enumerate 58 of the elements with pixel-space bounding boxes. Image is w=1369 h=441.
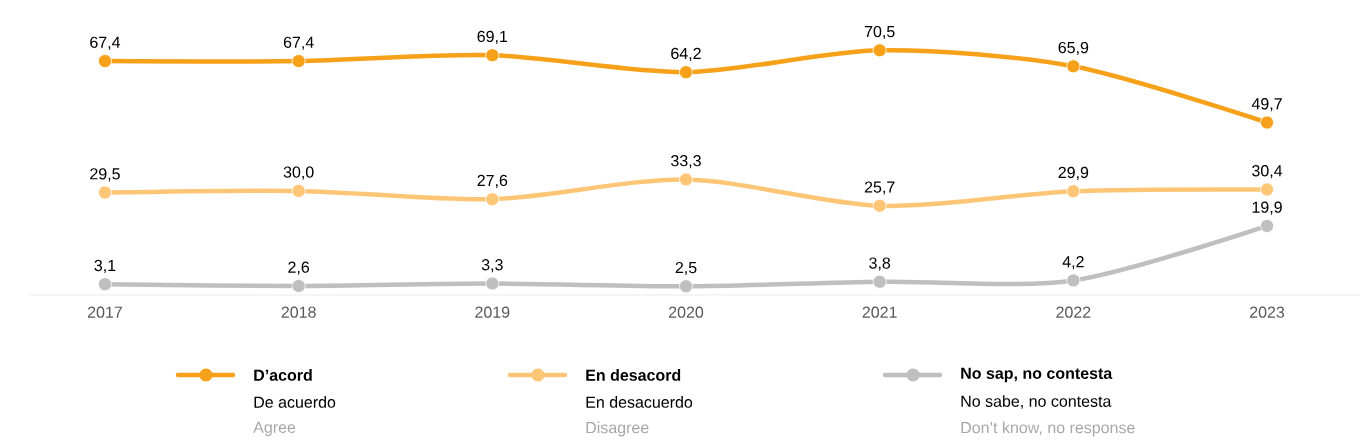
data-label: 2,5 [675,261,697,276]
data-label: 29,5 [90,168,120,182]
data-label: 30,0 [283,166,314,180]
point [98,54,112,68]
x-tick-label: 2019 [475,306,510,318]
data-label: 19,9 [1252,201,1282,215]
text: Agree [253,421,296,437]
data-label: 69,1 [477,30,508,44]
point [872,43,887,58]
data-label: 3,3 [481,259,503,273]
point [1260,182,1274,197]
point [679,65,693,80]
legend-label: No sap, no contesta [961,367,1113,383]
point [291,183,306,198]
data-label: 49,7 [1251,98,1282,112]
point [872,274,887,289]
point [485,276,500,291]
point [291,279,306,293]
point [679,172,693,187]
point [98,185,112,200]
data-label: 64,2 [671,47,701,61]
point [98,277,112,292]
x-tick-label: 2020 [669,306,704,318]
point [485,48,500,63]
data-label: 25,7 [864,181,895,195]
point [1260,219,1274,233]
data-label: 30,4 [1252,165,1283,179]
data-label: 65,9 [1058,41,1089,56]
x-tick-label: 2018 [281,306,316,318]
point [291,54,306,68]
x-tick-label: 2017 [87,306,122,318]
point [1066,273,1081,288]
data-label: 3,8 [869,257,891,271]
data-label: 33,3 [671,155,701,169]
data-label: 67,4 [283,36,314,50]
legend-label: En desacord [586,369,681,381]
point [485,192,500,207]
point [872,198,887,213]
point [1066,184,1081,199]
point [1260,115,1274,130]
data-label: 3,1 [94,259,116,274]
data-label: 4,2 [1062,256,1084,270]
x-tick-label: 2021 [862,306,897,318]
x-tick-label: 2023 [1250,306,1285,318]
point [1066,59,1081,74]
point [679,279,693,294]
data-label: 29,9 [1058,166,1089,181]
legend-label: D’acord [254,369,312,381]
text: De acuerdo [254,396,336,408]
data-label: 27,6 [477,174,508,188]
text: No sabe, no contesta [961,395,1112,409]
data-label: 2,6 [288,261,310,275]
data-label: 70,5 [864,25,895,40]
text: En desacuerdo [586,396,693,408]
data-label: 67,4 [90,36,121,50]
x-tick-label: 2022 [1056,306,1091,318]
text: Don’t know, no response [961,421,1135,437]
text: Disagree [586,421,649,437]
